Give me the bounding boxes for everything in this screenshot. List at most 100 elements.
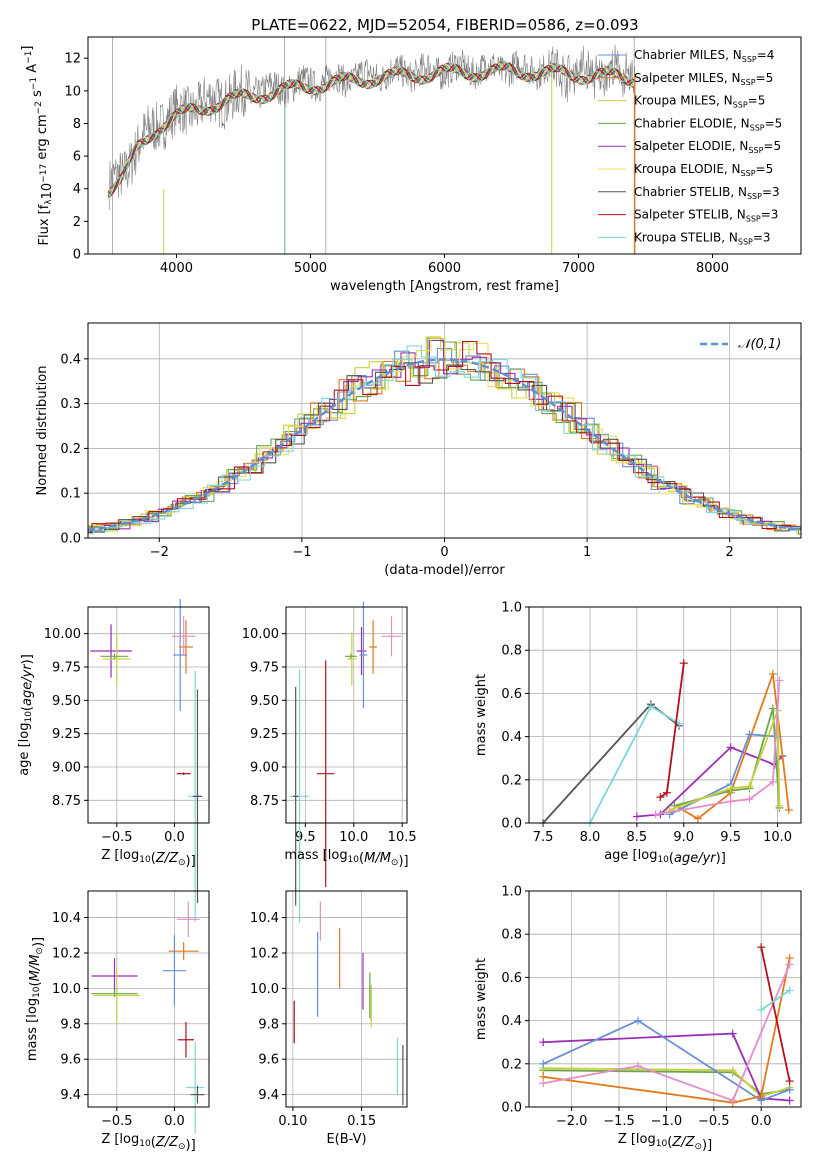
legend-label: Chabrier MILES, NSSP=4 (634, 48, 774, 64)
y-tick-label: 1.0 (501, 885, 522, 900)
residuals-plot (88, 336, 801, 535)
mass-vs-ebv-xlabel: E(B-V) (326, 1132, 366, 1147)
x-tick-label: 7000 (562, 261, 595, 276)
spectrum-model (107, 61, 635, 196)
y-tick-label: 9.50 (52, 694, 81, 709)
mass_vs_EBV-frame (285, 890, 408, 1108)
y-tick-label: 9.00 (250, 761, 279, 776)
y-tick-label: 9.75 (52, 661, 81, 676)
age-vs-mass-xlabel: mass [log10(M/M⊙)] (284, 848, 408, 869)
age-vs-z-xlabel: Z [log10(Z/Z⊙)] (101, 848, 195, 869)
histogram-series (88, 339, 801, 531)
spectrum-model (107, 61, 635, 193)
legend-label: Chabrier STELIB, NSSP=3 (634, 185, 780, 201)
x-tick-label: 8000 (696, 261, 729, 276)
y-tick-label: 0.3 (60, 397, 81, 412)
x-tick-label: 0.10 (278, 1114, 307, 1129)
y-tick-label: 0 (73, 248, 81, 263)
y-tick-label: 9.25 (250, 727, 279, 742)
y-tick-label: 9.00 (52, 761, 81, 776)
x-tick-label: −0.5 (101, 830, 133, 845)
y-tick-label: 10.00 (44, 627, 81, 642)
spectrum-model (107, 62, 635, 198)
y-tick-label: 12 (64, 52, 81, 67)
x-tick-label: 9.5 (295, 830, 316, 845)
legend-label: Kroupa MILES, NSSP=5 (634, 94, 765, 110)
y-tick-label: 8.75 (52, 794, 81, 809)
y-tick-label: 6 (73, 150, 81, 165)
normal-curve (88, 358, 801, 532)
y-tick-label: 10 (64, 84, 81, 99)
x-tick-label: 0.0 (751, 1114, 772, 1129)
y-tick-label: 0.4 (60, 352, 81, 367)
mass-vs-z-ylabel: mass [log10(M/M⊙)] (25, 937, 46, 1061)
mass-vs-z-xlabel: Z [log10(Z/Z⊙)] (101, 1132, 195, 1153)
y-tick-label: 9.75 (250, 661, 279, 676)
y-tick-label: 9.4 (60, 1088, 81, 1103)
y-tick-label: 10.4 (250, 911, 279, 926)
y-tick-label: 9.25 (52, 727, 81, 742)
y-tick-label: 8.75 (250, 794, 279, 809)
x-tick-label: 1 (583, 545, 591, 560)
x-tick-label: 9.5 (720, 830, 741, 845)
x-tick-label: 8.0 (580, 830, 601, 845)
x-tick-label: 0.0 (164, 1114, 185, 1129)
weight-vs-z-xlabel: Z [log10(Z/Z⊙)] (618, 1132, 712, 1153)
weight-series (543, 957, 791, 1104)
y-tick-label: 2 (73, 215, 81, 230)
legend-label: 𝒩(0,1) (738, 337, 781, 352)
y-tick-label: 0.6 (501, 971, 522, 986)
residuals-xlabel: (data-model)/error (384, 563, 505, 578)
weight-series (542, 1019, 790, 1102)
weight-vs-age-xlabel: age [log10(age/yr)] (604, 848, 726, 866)
x-tick-label: 0.0 (164, 830, 185, 845)
weight-series (678, 673, 790, 820)
figure-title: PLATE=0622, MJD=52054, FIBERID=0586, z=0… (251, 16, 638, 34)
weight-series (760, 989, 791, 1011)
x-tick-label: 10.0 (339, 830, 368, 845)
y-tick-label: 0.8 (501, 928, 522, 943)
spectrum-model (108, 62, 635, 191)
y-tick-label: 10.0 (52, 982, 81, 997)
mass_vs_EBV-axes: 0.10 0.15 9.4 9.6 9.8 10.0 10.2 10.4 (250, 891, 407, 1129)
weight-vs-z-ylabel: mass weight (474, 958, 489, 1040)
y-tick-label: 9.6 (258, 1053, 279, 1068)
y-tick-label: 0.0 (60, 532, 81, 547)
spectrum-model (107, 63, 635, 195)
x-tick-label: 10.0 (763, 830, 792, 845)
histogram-series (88, 337, 801, 532)
age_vs_Z-plot (90, 599, 203, 922)
residuals-ylabel: Normed distribution (35, 366, 50, 496)
x-tick-label: 0 (440, 545, 448, 560)
weight_vs_Z-frame (528, 890, 802, 1108)
y-tick-label: 9.50 (250, 694, 279, 709)
y-tick-label: 9.4 (258, 1088, 279, 1103)
histogram-series (88, 362, 801, 533)
x-tick-label: 9.0 (673, 830, 694, 845)
legend-label: Salpeter STELIB, NSSP=3 (634, 208, 778, 224)
x-tick-label: −1.0 (651, 1114, 683, 1129)
y-tick-label: 0.0 (501, 817, 522, 832)
y-tick-label: 0.4 (501, 1014, 522, 1029)
y-tick-label: 10.2 (250, 946, 279, 961)
x-tick-label: 10.5 (388, 830, 417, 845)
weight_vs_Z-plot (539, 943, 794, 1107)
y-tick-label: 9.6 (60, 1053, 81, 1068)
histogram-series (88, 345, 801, 535)
x-tick-label: 6000 (428, 261, 461, 276)
x-tick-label: 5000 (294, 261, 327, 276)
mass_vs_Z-frame (87, 890, 210, 1108)
weight-series (542, 702, 680, 824)
y-tick-label: 9.8 (60, 1017, 81, 1032)
histogram-series (88, 340, 801, 534)
x-tick-label: −1 (292, 545, 311, 560)
spectrum-frame (87, 36, 802, 255)
age_vs_Z-axes: −0.5 0.0 8.75 9.00 9.25 9.50 9.75 10.00 (44, 607, 209, 845)
weight-series (760, 947, 791, 1082)
y-tick-label: 0.2 (501, 773, 522, 788)
x-tick-label: 2 (726, 545, 734, 560)
x-tick-label: 0.15 (347, 1114, 376, 1129)
spectrum-axes: 4000 5000 6000 7000 8000 0 2 4 6 8 10 12 (64, 52, 729, 276)
age_vs_Z-frame (87, 606, 210, 824)
